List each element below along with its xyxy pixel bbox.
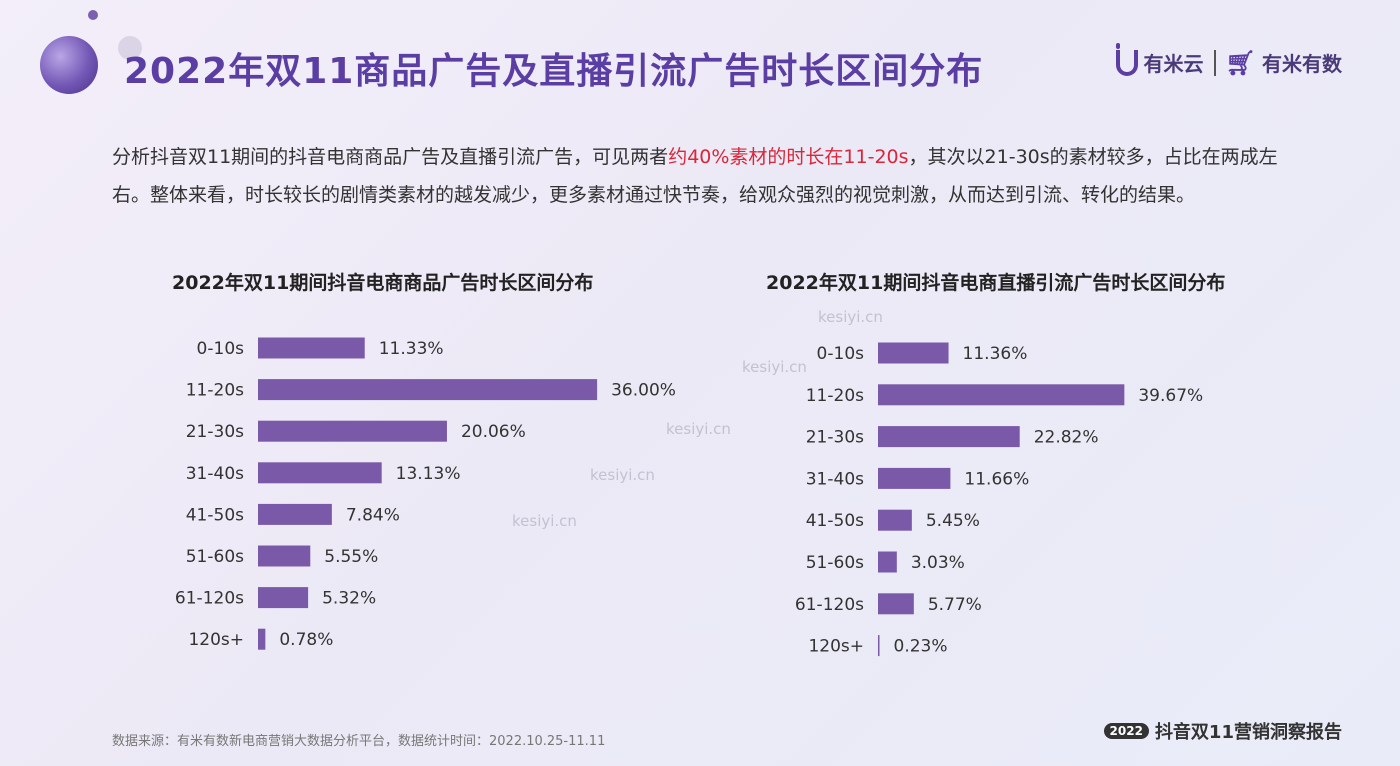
report-year: 2022 [1103,723,1149,739]
brand-youmiyoushu: 🛒︎ 有米有数 [1226,48,1342,77]
bar-0-10s [878,342,949,364]
brand-logos: 有米云 🛒︎ 有米有数 [1115,42,1342,77]
bar-61-120s [258,587,309,609]
category-label: 11-20s [806,386,864,406]
value-label: 11.36% [963,344,1028,364]
category-label: 21-30s [186,422,244,442]
youmiyoushu-logo-icon: 🛒︎ [1225,48,1256,77]
value-label: 0.78% [279,630,333,650]
bar-chart-product-ads: 0-10s 11.33% 11-20s 36.00% 21-30s 20.06% 31-40… [175,337,676,650]
brand-youmiyun: 有米云 [1115,42,1204,77]
bar-120s+ [878,635,880,657]
category-label: 120s+ [188,630,244,650]
category-label: 61-120s [795,595,864,615]
value-label: 5.55% [324,547,378,567]
category-label: 31-40s [186,464,244,484]
bar-21-30s [878,426,1020,448]
bar-chart-live-ads: 0-10s 11.36% 11-20s 39.67% 21-30s 22.82% 31-40… [795,342,1203,657]
bar-41-50s [878,509,912,531]
bar-51-60s [878,551,897,573]
category-label: 41-50s [186,505,244,525]
value-label: 3.03% [911,553,965,573]
report-name: 抖音双11营销洞察报告 [1154,722,1342,743]
value-label: 20.06% [461,422,526,442]
value-label: 39.67% [1138,386,1203,406]
value-label: 22.82% [1034,428,1099,448]
category-label: 41-50s [806,511,864,531]
watermark: kesiyi.cn [590,466,655,484]
category-label: 120s+ [808,637,864,657]
bar-120s+ [258,628,266,650]
chart-title-live-ads: 2022年双11期间抖音电商直播引流广告时长区间分布 [766,272,1226,294]
value-label: 13.13% [396,464,461,484]
watermark: kesiyi.cn [818,308,883,326]
bar-11-20s [258,379,598,401]
decor-dot [88,10,98,20]
category-label: 51-60s [186,547,244,567]
brand-right-label: 有米有数 [1262,52,1342,76]
intro-paragraph: 分析抖音双11期间的抖音电商商品广告及直播引流广告，可见两者约40%素材的时长在… [112,138,1302,214]
bar-31-40s [258,462,382,484]
category-label: 51-60s [806,553,864,573]
value-label: 7.84% [346,505,400,525]
bar-21-30s [258,420,447,442]
bar-31-40s [878,467,951,489]
bar-51-60s [258,545,311,567]
intro-highlight: 约40%素材的时长在11-20s [668,146,909,168]
watermark: kesiyi.cn [742,358,807,376]
category-label: 0-10s [197,339,245,359]
youmiyun-logo-icon [1115,42,1138,76]
brand-separator [1213,49,1216,76]
decor-sphere [40,36,98,94]
page-title: 2022年双11商品广告及直播引流广告时长区间分布 [124,51,984,92]
value-label: 11.33% [379,339,444,359]
category-label: 21-30s [806,428,864,448]
report-badge: 2022 抖音双11营销洞察报告 [1103,718,1342,744]
bar-11-20s [878,384,1125,406]
chart-title-product-ads: 2022年双11期间抖音电商商品广告时长区间分布 [172,272,594,294]
value-label: 11.66% [964,469,1029,489]
bar-61-120s [878,593,914,615]
data-source-note: 数据来源：有米有数新电商营销大数据分析平台，数据统计时间：2022.10.25-… [112,734,606,749]
brand-left-label: 有米云 [1143,52,1204,76]
watermark: kesiyi.cn [512,512,577,530]
decor-ghost [118,36,142,60]
intro-text-end: ，其次以21-30s的素材较多，占比在两成左右。整体来看，时长较长的剧情类素材的… [112,146,1278,206]
category-label: 31-40s [806,469,864,489]
watermark: kesiyi.cn [666,420,731,438]
value-label: 5.32% [322,589,376,609]
category-label: 0-10s [817,344,865,364]
value-label: 36.00% [611,381,676,401]
value-label: 5.77% [928,595,982,615]
intro-text-start: 分析抖音双11期间的抖音电商商品广告及直播引流广告，可见两者 [112,146,669,168]
bar-41-50s [258,503,332,525]
category-label: 61-120s [175,589,244,609]
category-label: 11-20s [186,381,244,401]
bar-0-10s [258,337,365,359]
value-label: 5.45% [926,511,980,531]
value-label: 0.23% [894,637,948,657]
